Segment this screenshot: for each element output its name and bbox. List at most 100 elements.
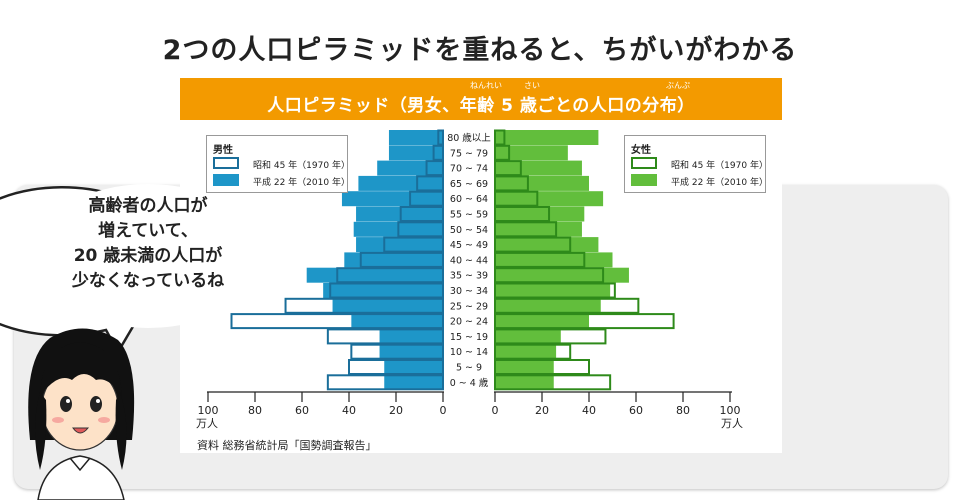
bar-female-2010 (495, 283, 611, 298)
bar-female-2010 (495, 145, 568, 161)
bar-male-2010 (323, 283, 443, 298)
x-tick-label-male: 80 (248, 404, 262, 417)
speech-bubble-fill (32, 184, 264, 328)
bar-male-2010 (379, 328, 443, 344)
ruby-sai: さい (524, 81, 540, 90)
bar-female-1970 (494, 129, 506, 146)
bar-male-1970 (336, 267, 444, 284)
x-tick-label-male: 0 (440, 404, 447, 417)
bar-female-2010 (495, 175, 589, 191)
age-group-label: 5 ~ 9 (456, 363, 482, 374)
bar-female-1970 (494, 267, 605, 284)
bar-male-1970 (359, 251, 444, 268)
bar-male-2010 (388, 145, 443, 161)
age-group-label: 15 ~ 19 (450, 332, 488, 343)
age-group-label: 80 歳以上 (447, 132, 491, 144)
bar-male-1970 (425, 160, 444, 177)
age-group-label: 55 ~ 59 (450, 210, 488, 221)
legend-swatch-outline (631, 157, 657, 169)
x-tick-label-female: 40 (582, 404, 596, 417)
x-tick-label-male: 20 (389, 404, 403, 417)
bar-female-1970 (494, 297, 640, 314)
bar-female-2010 (495, 160, 582, 176)
bar-female-2010 (495, 252, 613, 268)
bar-female-2010 (495, 221, 582, 237)
bar-female-1970 (494, 221, 558, 238)
bar-female-1970 (494, 175, 529, 192)
age-group-label: 75 ~ 79 (450, 148, 488, 159)
age-group-label: 40 ~ 44 (450, 255, 488, 266)
bar-female-2010 (495, 313, 589, 329)
age-group-label: 50 ~ 54 (450, 225, 488, 236)
bar-male-2010 (388, 130, 443, 145)
bar-male-1970 (350, 343, 445, 360)
x-unit-label-female: 万人 (721, 417, 743, 430)
bar-female-1970 (494, 160, 522, 177)
legend-label: 昭和 45 年（1970 年） (253, 161, 350, 171)
bar-female-2010 (495, 237, 599, 253)
bar-female-1970 (494, 282, 616, 299)
bar-female-1970 (494, 251, 586, 268)
x-tick-label-female: 60 (629, 404, 643, 417)
bar-male-1970 (383, 236, 444, 253)
bar-female-2010 (495, 328, 561, 344)
bar-female-1970 (494, 343, 572, 360)
bar-female-2010 (495, 267, 629, 283)
bar-male-2010 (358, 175, 443, 191)
legend-swatch-filled (631, 174, 657, 186)
age-group-label: 20 ~ 24 (450, 317, 488, 328)
bar-female-1970 (494, 374, 612, 391)
age-group-label: 10 ~ 14 (450, 347, 488, 358)
bar-male-2010 (379, 344, 443, 360)
bar-female-1970 (494, 313, 675, 330)
bar-female-2010 (495, 359, 554, 375)
bar-male-2010 (384, 374, 443, 390)
x-tick-label-female: 20 (535, 404, 549, 417)
legend-label: 平成 22 年（2010 年） (253, 178, 350, 188)
legend-female-title: 女性 (631, 145, 651, 156)
bar-male-1970 (348, 359, 444, 375)
age-group-label: 25 ~ 29 (450, 301, 488, 312)
bar-male-1970 (409, 190, 445, 207)
x-tick-label-female: 80 (676, 404, 690, 417)
bar-male-1970 (397, 221, 445, 238)
bar-female-2010 (495, 374, 554, 390)
legend-female: 女性 昭和 45 年（1970 年） 平成 22 年（2010 年） (624, 135, 768, 193)
x-tick-label-female: 0 (492, 404, 499, 417)
bubble-line: 増えていて、 (98, 221, 198, 241)
chart-title: 人口ピラミッド（男女、年齢 5 歳ごとの人口の分布） (267, 96, 695, 116)
bar-female-1970 (494, 328, 607, 345)
bar-male-2010 (306, 267, 443, 283)
bar-male-1970 (329, 282, 445, 299)
age-group-label: 45 ~ 49 (450, 240, 488, 251)
bubble-line: 少なくなっているね (71, 271, 225, 291)
bubble-line: 20 歳未満の人口が (73, 246, 223, 266)
bar-male-2010 (332, 298, 443, 314)
x-tick-label-female: 100 (720, 404, 741, 417)
x-unit-label-male: 万人 (196, 417, 218, 430)
legend-swatch-filled (213, 174, 239, 186)
bar-male-1970 (437, 129, 444, 146)
x-tick-label-male: 40 (342, 404, 356, 417)
bar-male-1970 (284, 297, 444, 314)
legend-male: 男性 昭和 45 年（1970 年） 平成 22 年（2010 年） (206, 135, 350, 193)
bar-male-1970 (326, 328, 445, 345)
age-group-label: 65 ~ 69 (450, 179, 488, 190)
ruby-bunpu: ぶんぷ (666, 81, 690, 90)
chart-banner: ねんれい さい ぶんぷ 人口ピラミッド（男女、年齢 5 歳ごとの人口の分布） (180, 78, 782, 120)
bar-male-2010 (384, 359, 443, 375)
age-group-label: 0 ~ 4 歳 (450, 377, 489, 389)
legend-label: 平成 22 年（2010 年） (671, 178, 768, 188)
ruby-nenrei: ねんれい (470, 81, 502, 90)
bar-female-1970 (494, 144, 511, 161)
bar-male-2010 (356, 206, 443, 222)
page-headline: 2つの人口ピラミッドを重ねると、ちがいがわかる (162, 35, 798, 66)
source-note: 資料 総務省統計局「国勢調査報告」 (197, 439, 377, 452)
bar-male-2010 (356, 237, 443, 253)
bar-male-1970 (399, 206, 445, 222)
legend-label: 昭和 45 年（1970 年） (671, 161, 768, 171)
age-group-label: 30 ~ 34 (450, 286, 488, 297)
legend-swatch-outline (213, 157, 239, 169)
